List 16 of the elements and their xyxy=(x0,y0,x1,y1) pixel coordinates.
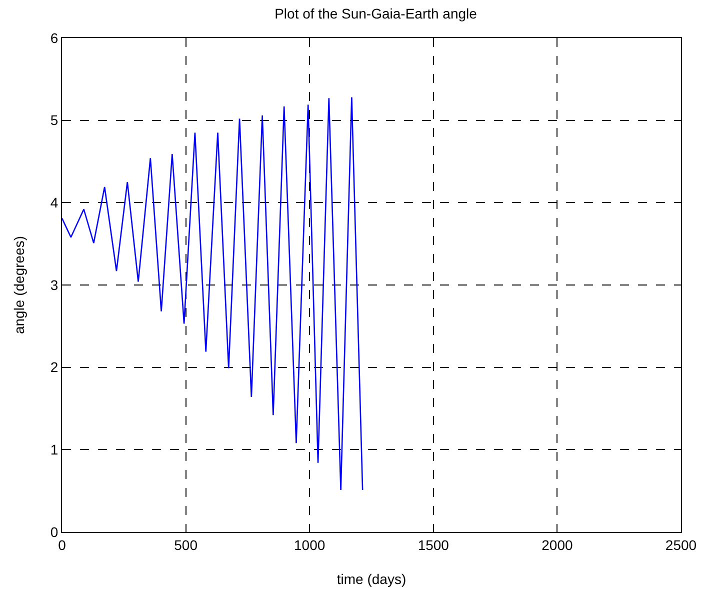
y-tick-label: 1 xyxy=(50,442,58,458)
x-tick-label: 2500 xyxy=(665,536,697,553)
x-tick-label: 1500 xyxy=(418,536,450,553)
y-tick-label: 5 xyxy=(50,112,58,128)
y-tick-label: 6 xyxy=(50,30,58,46)
y-axis-title: angle (degrees) xyxy=(11,236,27,334)
x-axis-title: time (days) xyxy=(336,571,406,587)
chart-title: Plot of the Sun-Gaia-Earth angle xyxy=(274,6,478,22)
y-tick-label: 0 xyxy=(50,524,58,540)
y-tick-label: 2 xyxy=(50,359,58,376)
x-tick-label: 500 xyxy=(174,536,198,553)
x-tick-label: 1000 xyxy=(294,536,326,553)
line-series xyxy=(62,96,364,491)
x-tick-label: 2000 xyxy=(542,536,573,553)
y-tick-label: 3 xyxy=(50,276,58,293)
y-tick-label: 4 xyxy=(50,194,58,211)
